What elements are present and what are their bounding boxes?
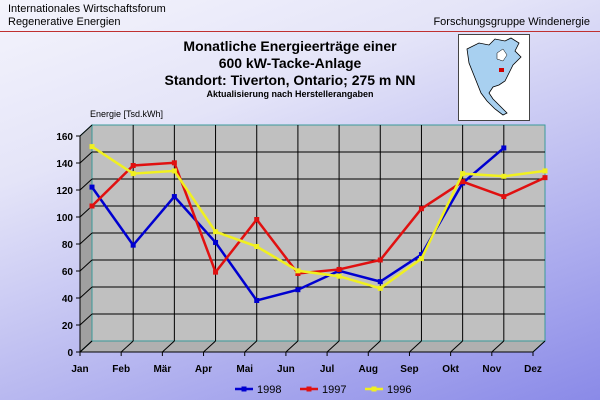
y-tick-label: 0 [67,348,73,359]
gridline-floor [532,340,546,353]
data-point-1997 [130,163,136,168]
chart-title: Monatliche Energieerträge einer [183,38,397,54]
legend-marker-1996 [371,386,377,392]
data-point-1998 [377,279,383,285]
gridline-side [79,286,93,299]
y-tick-label: 100 [56,213,73,224]
gridline-floor [409,340,422,353]
data-point-1996 [89,144,95,150]
data-point-1998 [254,298,260,303]
x-tick-label: Apr [195,364,212,375]
gridline-floor [79,340,93,353]
legend-marker-1997 [306,386,312,392]
gridline-floor [326,340,340,353]
data-point-1997 [171,160,177,166]
data-point-1996 [377,285,383,291]
gridline-floor [162,340,175,353]
header-org-line2: Regenerative Energien [8,16,121,28]
x-tick-label: Jun [277,364,295,375]
chart-title-line2: 600 kW-Tacke-Anlage [218,55,362,71]
gridline-side [79,232,93,245]
x-tick-label: Aug [359,364,378,375]
x-tick-label: Jul [320,364,335,375]
chart-title-line3: Standort: Tiverton, Ontario; 275 m NN [164,72,416,88]
gridline-floor [285,340,299,353]
chart-subtitle: Aktualisierung nach Herstellerangaben [206,89,374,99]
data-point-1998 [295,287,301,293]
data-point-1996 [336,273,342,279]
x-tick-label: Sep [400,364,418,375]
gridline-floor [244,340,258,353]
data-point-1996 [542,168,548,174]
y-tick-label: 140 [56,159,73,170]
gridline-side [79,259,93,272]
legend-label-1997: 1997 [322,384,346,396]
y-tick-label: 60 [62,267,74,278]
data-point-1997 [460,179,466,185]
data-point-1997 [336,266,342,272]
data-point-1997 [213,269,219,275]
x-tick-label: Dez [524,364,542,375]
data-point-1998 [171,194,177,200]
gridline-floor [203,340,216,353]
data-point-1997 [254,217,260,222]
gridline-floor [491,340,505,353]
y-tick-label: 20 [62,321,74,332]
data-point-1997 [501,194,507,200]
data-point-1998 [130,242,136,248]
data-point-1996 [130,171,136,177]
data-point-1996 [501,173,507,179]
data-point-1997 [89,203,95,209]
x-tick-label: Feb [112,364,130,375]
x-tick-label: Nov [482,364,501,375]
x-tick-label: Jan [71,364,88,375]
data-point-1997 [418,206,424,212]
x-tick-label: Mai [236,364,253,375]
y-tick-label: 160 [56,132,73,143]
data-point-1996 [295,268,301,274]
y-tick-label: 120 [56,186,73,197]
header-research-group: Forschungsgruppe Windenergie [433,16,590,28]
y-axis-label: Energie [Tsd.kWh] [90,109,164,119]
data-point-1997 [295,271,301,276]
gridline-side [79,313,93,326]
legend-label-1998: 1998 [257,384,281,396]
data-point-1998 [418,252,424,258]
gridline-side [79,178,93,191]
y-tick-label: 40 [62,294,74,305]
data-point-1996 [213,229,219,235]
data-point-1996 [460,171,466,177]
data-point-1997 [377,257,383,263]
data-point-1996 [418,256,424,262]
gridline-side [79,124,93,137]
header-divider [0,31,600,32]
data-point-1996 [254,244,260,249]
data-point-1998 [501,145,507,151]
gridline-floor [120,340,134,353]
floor [78,340,547,353]
gridline-floor [450,340,463,353]
series-line-1997 [91,161,546,275]
data-point-1998 [213,239,219,245]
header-org-line1: Internationales Wirtschaftsforum [8,3,166,15]
gridline-floor [367,340,381,353]
north-america-map-icon [458,34,530,121]
y-tick-label: 80 [62,240,74,251]
legend-marker-1998 [241,386,247,392]
gridline-side [79,151,93,164]
legend-label-1996: 1996 [387,384,411,396]
x-tick-label: Okt [442,364,459,375]
data-point-1996 [171,168,177,174]
series-line-1996 [91,145,546,290]
x-tick-label: Mär [153,364,171,375]
data-point-1997 [542,175,548,181]
data-point-1998 [89,184,95,190]
